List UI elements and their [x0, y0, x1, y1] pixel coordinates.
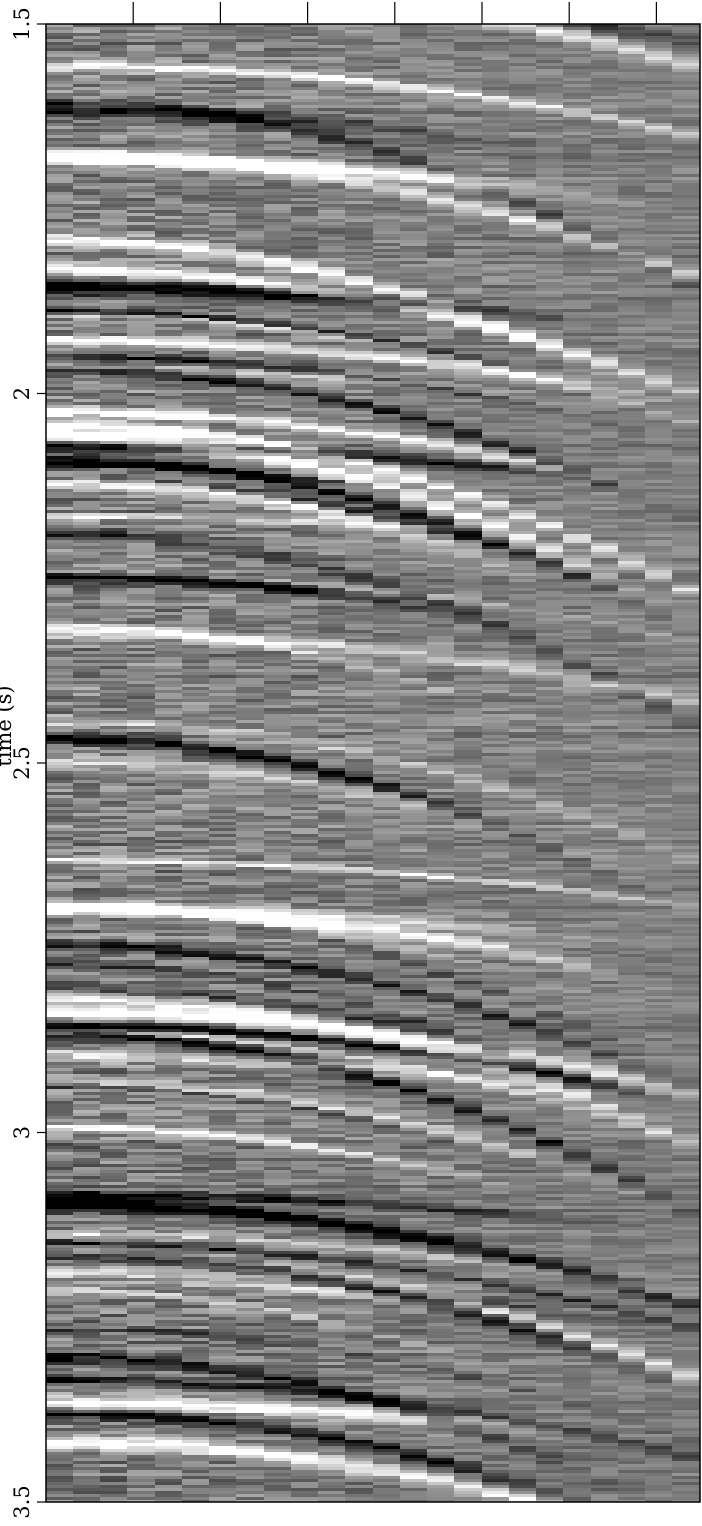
time-axis-ticks: 1.5 2 2.5 3 3.5 [10, 7, 46, 1519]
time-tick-label: 3.5 [10, 1485, 34, 1518]
top-axis-ticks [132, 2, 658, 24]
seismic-image [46, 24, 700, 1502]
time-tick-label: 2 [10, 387, 34, 400]
time-tick-label: 3 [10, 1126, 34, 1139]
time-tick-label: 2.5 [10, 746, 34, 779]
time-axis-label: time (s) [0, 685, 16, 766]
time-tick-label: 1.5 [10, 7, 34, 40]
seismic-section-plot [46, 24, 700, 1502]
